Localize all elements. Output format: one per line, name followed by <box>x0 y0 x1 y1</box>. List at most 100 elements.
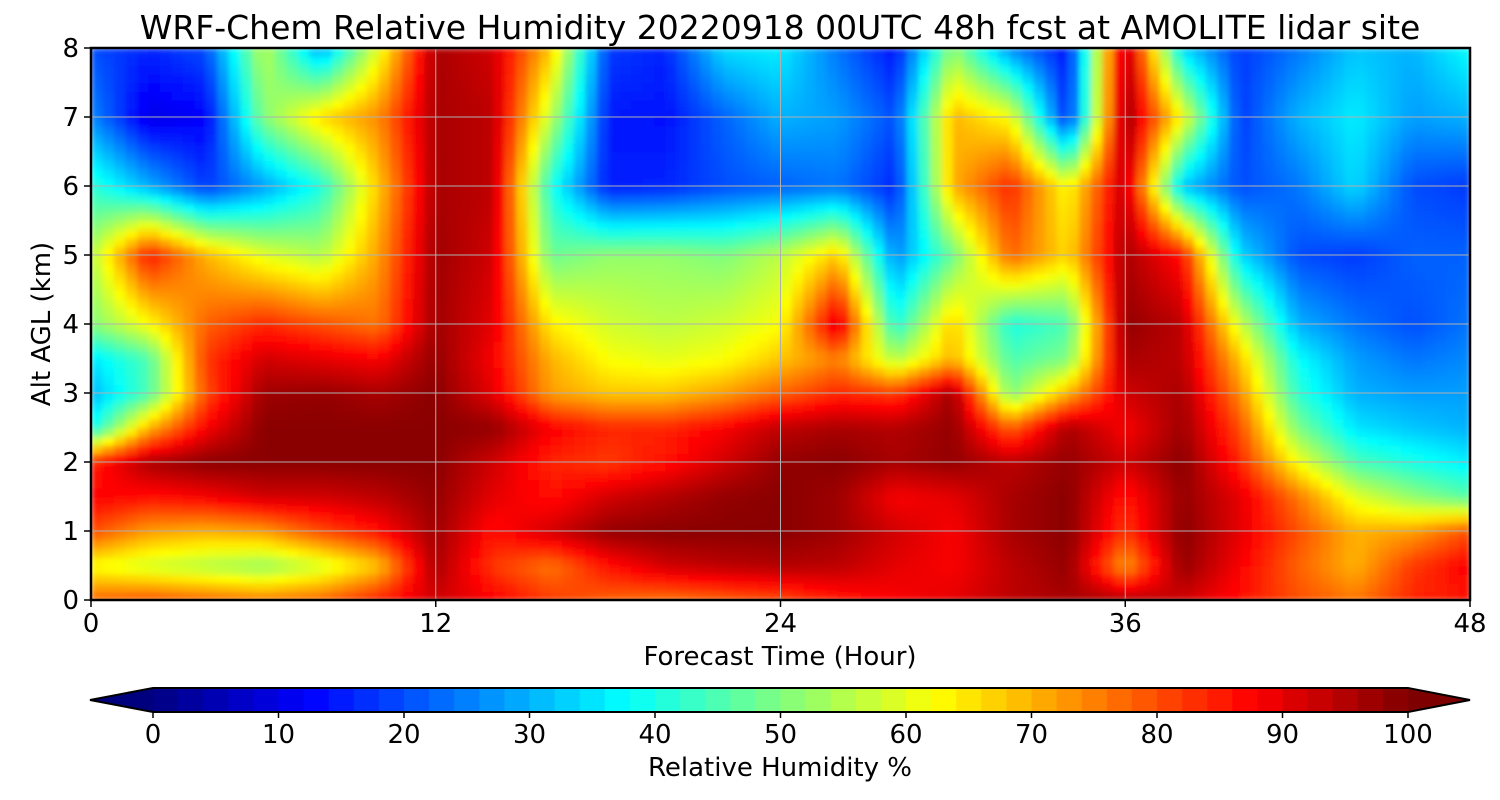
heatmap-cell <box>527 401 540 412</box>
heatmap-cell <box>1056 263 1069 274</box>
heatmap-cell <box>711 324 724 334</box>
heatmap-cell <box>1343 272 1356 282</box>
heatmap-cell <box>1171 496 1184 506</box>
heatmap-cell <box>872 444 885 455</box>
heatmap-cell <box>424 582 437 593</box>
heatmap-cell <box>1136 427 1150 437</box>
heatmap-cell <box>585 505 598 515</box>
heatmap-cell <box>1171 375 1184 386</box>
heatmap-cell <box>1021 436 1035 446</box>
heatmap-cell <box>1033 556 1046 567</box>
heatmap-cell <box>274 410 288 420</box>
heatmap-cell <box>608 479 621 489</box>
heatmap-cell <box>435 367 449 377</box>
heatmap-cell <box>412 548 426 558</box>
heatmap-cell <box>171 444 184 455</box>
heatmap-cell <box>1217 349 1230 360</box>
heatmap-cell <box>1389 479 1402 489</box>
heatmap-cell <box>711 367 724 377</box>
heatmap-cell <box>826 462 839 472</box>
heatmap-cell <box>906 289 920 299</box>
heatmap-cell <box>1056 556 1069 567</box>
heatmap-cell <box>1010 539 1023 550</box>
heatmap-cell <box>240 522 253 532</box>
heatmap-cell <box>401 341 414 351</box>
heatmap-cell <box>332 462 345 472</box>
heatmap-cell <box>1182 565 1195 575</box>
heatmap-cell <box>263 255 276 265</box>
heatmap-cell <box>895 315 908 325</box>
heatmap-cell <box>1044 462 1058 472</box>
heatmap-cell <box>1286 324 1299 334</box>
heatmap-cell <box>791 410 805 420</box>
heatmap-cell <box>1332 289 1345 299</box>
heatmap-cell <box>964 272 977 282</box>
heatmap-cell <box>527 358 540 368</box>
heatmap-cell <box>964 315 977 325</box>
heatmap-cell <box>849 453 862 463</box>
heatmap-cell <box>251 574 265 584</box>
heatmap-cell <box>1274 298 1287 308</box>
heatmap-cell <box>1263 332 1276 343</box>
heatmap-cell <box>228 582 242 593</box>
heatmap-cell <box>700 237 713 248</box>
heatmap-cell <box>366 479 380 489</box>
heatmap-cell <box>941 513 954 524</box>
heatmap-cell <box>826 246 839 256</box>
heatmap-cell <box>504 574 517 584</box>
heatmap-cell <box>458 470 472 481</box>
heatmap-cell <box>1194 548 1207 558</box>
heatmap-cell <box>619 263 632 274</box>
heatmap-cell <box>929 324 943 334</box>
heatmap-cell <box>1447 574 1460 584</box>
heatmap-cell <box>1458 393 1470 403</box>
heatmap-cell <box>1366 427 1379 437</box>
heatmap-cell <box>1033 280 1046 291</box>
heatmap-cell <box>470 332 483 343</box>
heatmap-cell <box>550 522 563 532</box>
heatmap-cell <box>872 272 885 282</box>
heatmap-cell <box>539 298 552 308</box>
heatmap-cell <box>297 444 311 455</box>
heatmap-cell <box>585 487 598 498</box>
heatmap-cell <box>1136 505 1150 515</box>
heatmap-cell <box>251 341 265 351</box>
heatmap-cell <box>1251 556 1264 567</box>
heatmap-cell <box>562 548 575 558</box>
heatmap-cell <box>918 436 931 446</box>
heatmap-cell <box>665 453 678 463</box>
heatmap-cell <box>1090 479 1104 489</box>
heatmap-cell <box>734 237 747 248</box>
heatmap-cell <box>274 358 288 368</box>
heatmap-cell <box>424 298 437 308</box>
heatmap-cell <box>746 444 759 455</box>
heatmap-cell <box>654 315 667 325</box>
heatmap-cell <box>964 513 977 524</box>
heatmap-cell <box>251 237 265 248</box>
heatmap-cell <box>1378 384 1391 394</box>
heatmap-cell <box>1090 393 1104 403</box>
heatmap-cell <box>1217 487 1230 498</box>
heatmap-cell <box>263 427 276 437</box>
heatmap-cell <box>573 470 586 481</box>
heatmap-cell <box>1309 298 1322 308</box>
heatmap-cell <box>791 470 805 481</box>
heatmap-cell <box>1389 531 1402 541</box>
heatmap-cell <box>1159 427 1173 437</box>
heatmap-cell <box>1447 591 1460 600</box>
heatmap-cell <box>1159 539 1173 550</box>
heatmap-cell <box>608 453 621 463</box>
heatmap-cell <box>1148 479 1161 489</box>
heatmap-cell <box>309 453 322 463</box>
heatmap-cell <box>435 280 449 291</box>
heatmap-cell <box>1366 418 1379 429</box>
heatmap-cell <box>1056 332 1069 343</box>
heatmap-cell <box>723 513 736 524</box>
heatmap-cell <box>1067 513 1081 524</box>
heatmap-cell <box>585 513 598 524</box>
heatmap-cell <box>608 375 621 386</box>
heatmap-cell <box>1297 574 1310 584</box>
heatmap-cell <box>562 349 575 360</box>
heatmap-cell <box>677 565 690 575</box>
heatmap-area <box>91 48 1470 600</box>
